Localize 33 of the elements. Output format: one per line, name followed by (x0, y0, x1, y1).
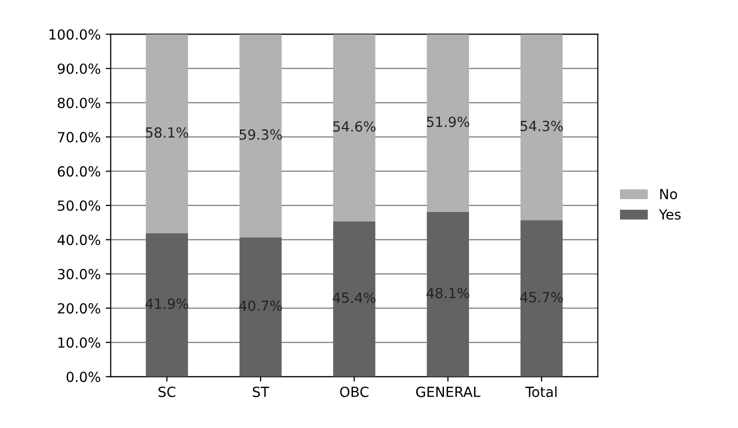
legend-label: Yes (658, 209, 681, 220)
data-label: 54.3% (520, 120, 563, 132)
bar (333, 221, 376, 377)
y-tick-label: 80.0% (58, 98, 100, 108)
y-tick-label: 100.0% (50, 29, 100, 40)
bar (239, 237, 282, 377)
bar (146, 34, 188, 234)
data-label: 54.6% (333, 121, 376, 132)
bar (426, 212, 469, 377)
legend-label: No (660, 188, 678, 200)
y-tick-label: 60.0% (58, 166, 100, 177)
x-tick-label: SC (158, 386, 176, 398)
y-tick-label: 0.0% (66, 372, 100, 382)
x-tick-label: Total (525, 386, 556, 398)
bar (426, 34, 469, 212)
data-label: 59.3% (240, 129, 282, 140)
bar (333, 34, 376, 222)
x-tick-label: GENERAL (416, 386, 480, 398)
data-label: 58.1% (146, 127, 188, 138)
x-tick-label: OBC (340, 386, 368, 398)
y-tick-label: 10.0% (58, 337, 100, 348)
y-tick-label: 40.0% (58, 234, 100, 246)
y-tick-label: 50.0% (58, 200, 100, 211)
data-label: 51.9% (426, 116, 470, 128)
y-tick-label: 90.0% (58, 63, 100, 74)
y-tick-label: 30.0% (58, 268, 100, 280)
x-tick-label: ST (252, 386, 270, 398)
bar (520, 34, 563, 220)
bar (239, 34, 282, 238)
bar (520, 220, 563, 377)
y-tick-label: 70.0% (58, 132, 100, 142)
y-tick-label: 20.0% (58, 303, 100, 314)
bar (146, 233, 188, 377)
